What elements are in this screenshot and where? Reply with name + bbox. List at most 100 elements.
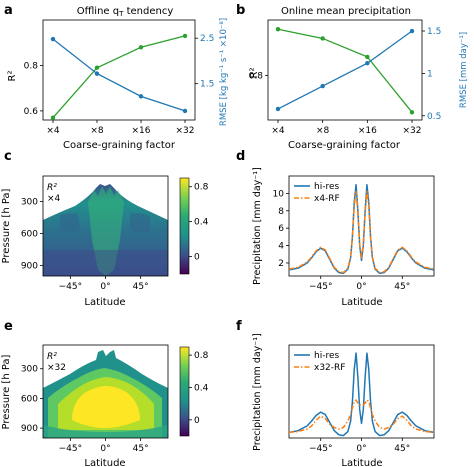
a-xtick-label: ×8 xyxy=(90,126,104,136)
panel-label-d: d xyxy=(236,149,245,164)
panel-c-colorbar xyxy=(179,177,190,275)
panel-label-c: c xyxy=(4,149,12,164)
a-series-point xyxy=(182,33,188,39)
b-series-point xyxy=(365,54,370,60)
panel-f-legend-label-1: hi-res xyxy=(314,351,339,361)
panel-label-a: a xyxy=(4,3,13,18)
b-series-point xyxy=(320,83,325,89)
d-ytick-label: 4 xyxy=(278,242,284,252)
panel-c-heatmap: R² ×4 Pressure [h Pa] Latitude −45° 0° 45°… xyxy=(1,175,209,308)
f-series-line-1 xyxy=(288,399,435,434)
panel-c-ylabel: Pressure [h Pa] xyxy=(1,188,12,263)
c-xtick-label: 0° xyxy=(100,282,110,292)
panel-c-tropical-noise xyxy=(88,186,124,276)
b-series-point xyxy=(275,27,281,32)
panel-label-b: b xyxy=(236,3,245,18)
b-y2tick-label: 1 xyxy=(427,69,433,79)
c-ytick-label: 600 xyxy=(21,229,38,239)
panel-b-ylabel: R² xyxy=(249,68,260,79)
b-series-point xyxy=(409,28,415,34)
panel-d-legend-label-1: hi-res xyxy=(314,182,339,192)
panel-d-ylabel: Precipitation [mm day⁻¹] xyxy=(252,167,263,285)
a-series-point xyxy=(94,65,100,70)
panel-f-chart: Precipitation [mm day⁻¹] Latitude −45° 0°… xyxy=(252,333,435,467)
panel-f-legend-label-2: x32-RF xyxy=(314,363,345,373)
panel-label-f: f xyxy=(236,319,242,334)
panel-d-legend: hi-res x4-RF xyxy=(294,182,340,204)
b-xtick-label: ×8 xyxy=(316,126,330,136)
e-ytick-label: 600 xyxy=(21,394,38,404)
d-ytick-label: 6 xyxy=(278,224,284,234)
d-xtick-label: 0° xyxy=(356,282,366,292)
panel-b-chart: Online mean precipitation R² RMSE [mm da… xyxy=(249,6,469,151)
panel-e-colorbar xyxy=(179,346,190,437)
panel-e-annotation: R² xyxy=(47,352,57,362)
b-series-line-0 xyxy=(277,28,413,113)
a-xtick-label: ×4 xyxy=(46,126,60,136)
c-cbtick-label: 0.4 xyxy=(194,218,209,228)
e-cbtick-label: 0.8 xyxy=(194,351,209,361)
panel-e-xlabel: Latitude xyxy=(84,458,125,467)
d-xtick-label: −45° xyxy=(309,282,333,292)
e-cbtick-label: 0.4 xyxy=(194,383,209,393)
panel-b-xlabel: Coarse-graining factor xyxy=(288,140,401,151)
a-series-point xyxy=(94,71,100,76)
b-series-point xyxy=(275,106,281,112)
panel-a-title: Offline qT tendency xyxy=(77,6,174,18)
e-xtick-label: −45° xyxy=(59,444,83,454)
a-series-point xyxy=(50,115,56,120)
f-series-line-0 xyxy=(288,352,435,437)
e-ytick-label: 900 xyxy=(21,424,38,434)
panel-f-ylabel: Precipitation [mm day⁻¹] xyxy=(252,333,263,451)
d-series-line-0 xyxy=(288,183,435,275)
c-xtick-label: 45° xyxy=(133,282,149,292)
b-y2tick-label: 1.5 xyxy=(427,27,441,37)
c-ytick-label: 900 xyxy=(21,261,38,271)
panel-c-annotation2: ×4 xyxy=(47,194,61,204)
panel-label-e: e xyxy=(4,319,13,334)
panel-a-ylabel: R² xyxy=(7,71,18,82)
b-series-point xyxy=(409,110,415,115)
a-series-point xyxy=(182,108,188,114)
panel-d-chart: Precipitation [mm day⁻¹] Latitude −45° 0°… xyxy=(252,167,435,308)
e-xtick-label: 45° xyxy=(133,444,149,454)
a-series-point xyxy=(50,36,56,42)
d-ytick-label: 8 xyxy=(278,207,284,217)
panel-a-xlabel: Coarse-graining factor xyxy=(63,140,176,151)
a-ytick-label: 0.6 xyxy=(24,107,39,117)
e-ytick-label: 300 xyxy=(21,365,38,375)
b-series-point xyxy=(320,36,325,41)
e-xtick-label: 0° xyxy=(100,444,110,454)
panel-a-y2label: RMSE [kg kg⁻¹ s⁻¹ ×10⁻⁸] xyxy=(219,18,229,126)
panel-c-lower-band xyxy=(43,250,168,276)
a-y2tick-label: 1.5 xyxy=(200,80,214,90)
d-ytick-label: 2 xyxy=(278,259,284,269)
b-xtick-label: ×4 xyxy=(271,126,285,136)
panel-d-xlabel: Latitude xyxy=(341,297,382,308)
c-cbtick-label: 0 xyxy=(194,253,200,263)
panel-d-legend-label-2: x4-RF xyxy=(314,194,340,204)
panel-b-y2label: RMSE [mm day⁻¹] xyxy=(459,32,469,108)
d-series-line-1 xyxy=(288,190,435,274)
panel-f-legend: hi-res x32-RF xyxy=(294,351,345,373)
d-xtick-label: 45° xyxy=(394,282,410,292)
panel-e-heatmap: R² ×32 Pressure [h Pa] Latitude −45° 0° 45… xyxy=(1,344,209,467)
c-xtick-label: −45° xyxy=(59,282,83,292)
b-series-line-1 xyxy=(277,30,413,110)
c-cbtick-label: 0.8 xyxy=(194,183,209,193)
a-series-line-0 xyxy=(52,35,186,119)
b-series-point xyxy=(365,61,370,66)
f-xtick-label: −45° xyxy=(309,444,333,454)
a-xtick-label: ×32 xyxy=(176,126,195,136)
c-ytick-label: 300 xyxy=(21,198,38,208)
panel-c-xlabel: Latitude xyxy=(84,297,125,308)
a-series-point xyxy=(138,45,144,50)
panel-f-xlabel: Latitude xyxy=(341,458,382,467)
panel-e-ylabel: Pressure [h Pa] xyxy=(1,354,12,429)
f-xtick-label: 0° xyxy=(356,444,366,454)
b-ytick-label: 0.8 xyxy=(249,71,264,81)
f-xtick-label: 45° xyxy=(394,444,410,454)
a-y2tick-label: 2.5 xyxy=(200,34,214,44)
d-ytick-label: 10 xyxy=(273,189,285,199)
